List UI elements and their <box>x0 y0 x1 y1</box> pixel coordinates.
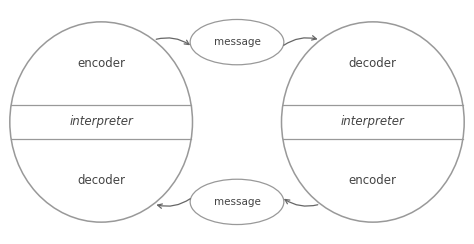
Text: decoder: decoder <box>349 57 397 70</box>
Text: encoder: encoder <box>77 57 125 70</box>
Ellipse shape <box>282 22 464 222</box>
Ellipse shape <box>190 20 284 65</box>
Text: encoder: encoder <box>349 174 397 187</box>
Text: message: message <box>214 197 260 207</box>
Text: interpreter: interpreter <box>69 115 133 129</box>
Ellipse shape <box>190 179 284 224</box>
Text: decoder: decoder <box>77 174 125 187</box>
Ellipse shape <box>10 22 192 222</box>
Text: message: message <box>214 37 260 47</box>
Text: interpreter: interpreter <box>341 115 405 129</box>
